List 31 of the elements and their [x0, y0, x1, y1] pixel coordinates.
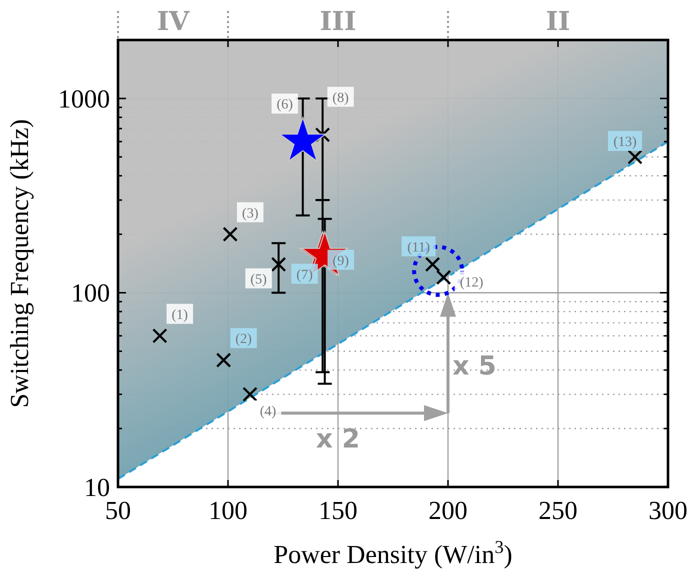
y-axis-title: Switching Frequency (kHz)	[5, 119, 34, 408]
text: IV	[156, 7, 190, 37]
annotation: (8)	[332, 90, 350, 106]
point	[271, 256, 286, 272]
x-tick-label: 100	[208, 496, 248, 525]
x-axis-title: Power Density (W/in$^{3}$)	[274, 537, 512, 569]
y-tick-label: 100	[71, 278, 110, 308]
y-tick-label: 1000	[58, 84, 110, 114]
text: II	[546, 7, 570, 37]
annotation: (12)	[460, 275, 484, 290]
annotation: (5)	[250, 272, 268, 288]
annotation: (2)	[235, 332, 252, 348]
point	[242, 386, 258, 402]
x-tick-label: 250	[538, 496, 578, 525]
annotation: x 5	[452, 351, 496, 382]
annotation: (6)	[276, 98, 294, 113]
point	[627, 149, 643, 164]
text: III	[320, 7, 356, 37]
annotation: x 2	[316, 424, 360, 454]
annotation: (11)	[407, 240, 430, 256]
annotation: (4)	[260, 404, 276, 420]
x-tick-label: 150	[318, 496, 358, 525]
point	[222, 226, 238, 242]
x-tick-label: 300	[648, 496, 688, 525]
annotation: (3)	[242, 206, 259, 222]
point	[315, 127, 330, 142]
annotation: (13)	[613, 134, 637, 150]
x-tick-label: 200	[428, 496, 468, 525]
point	[216, 352, 232, 368]
annotation: (1)	[172, 308, 188, 323]
point	[152, 328, 168, 344]
